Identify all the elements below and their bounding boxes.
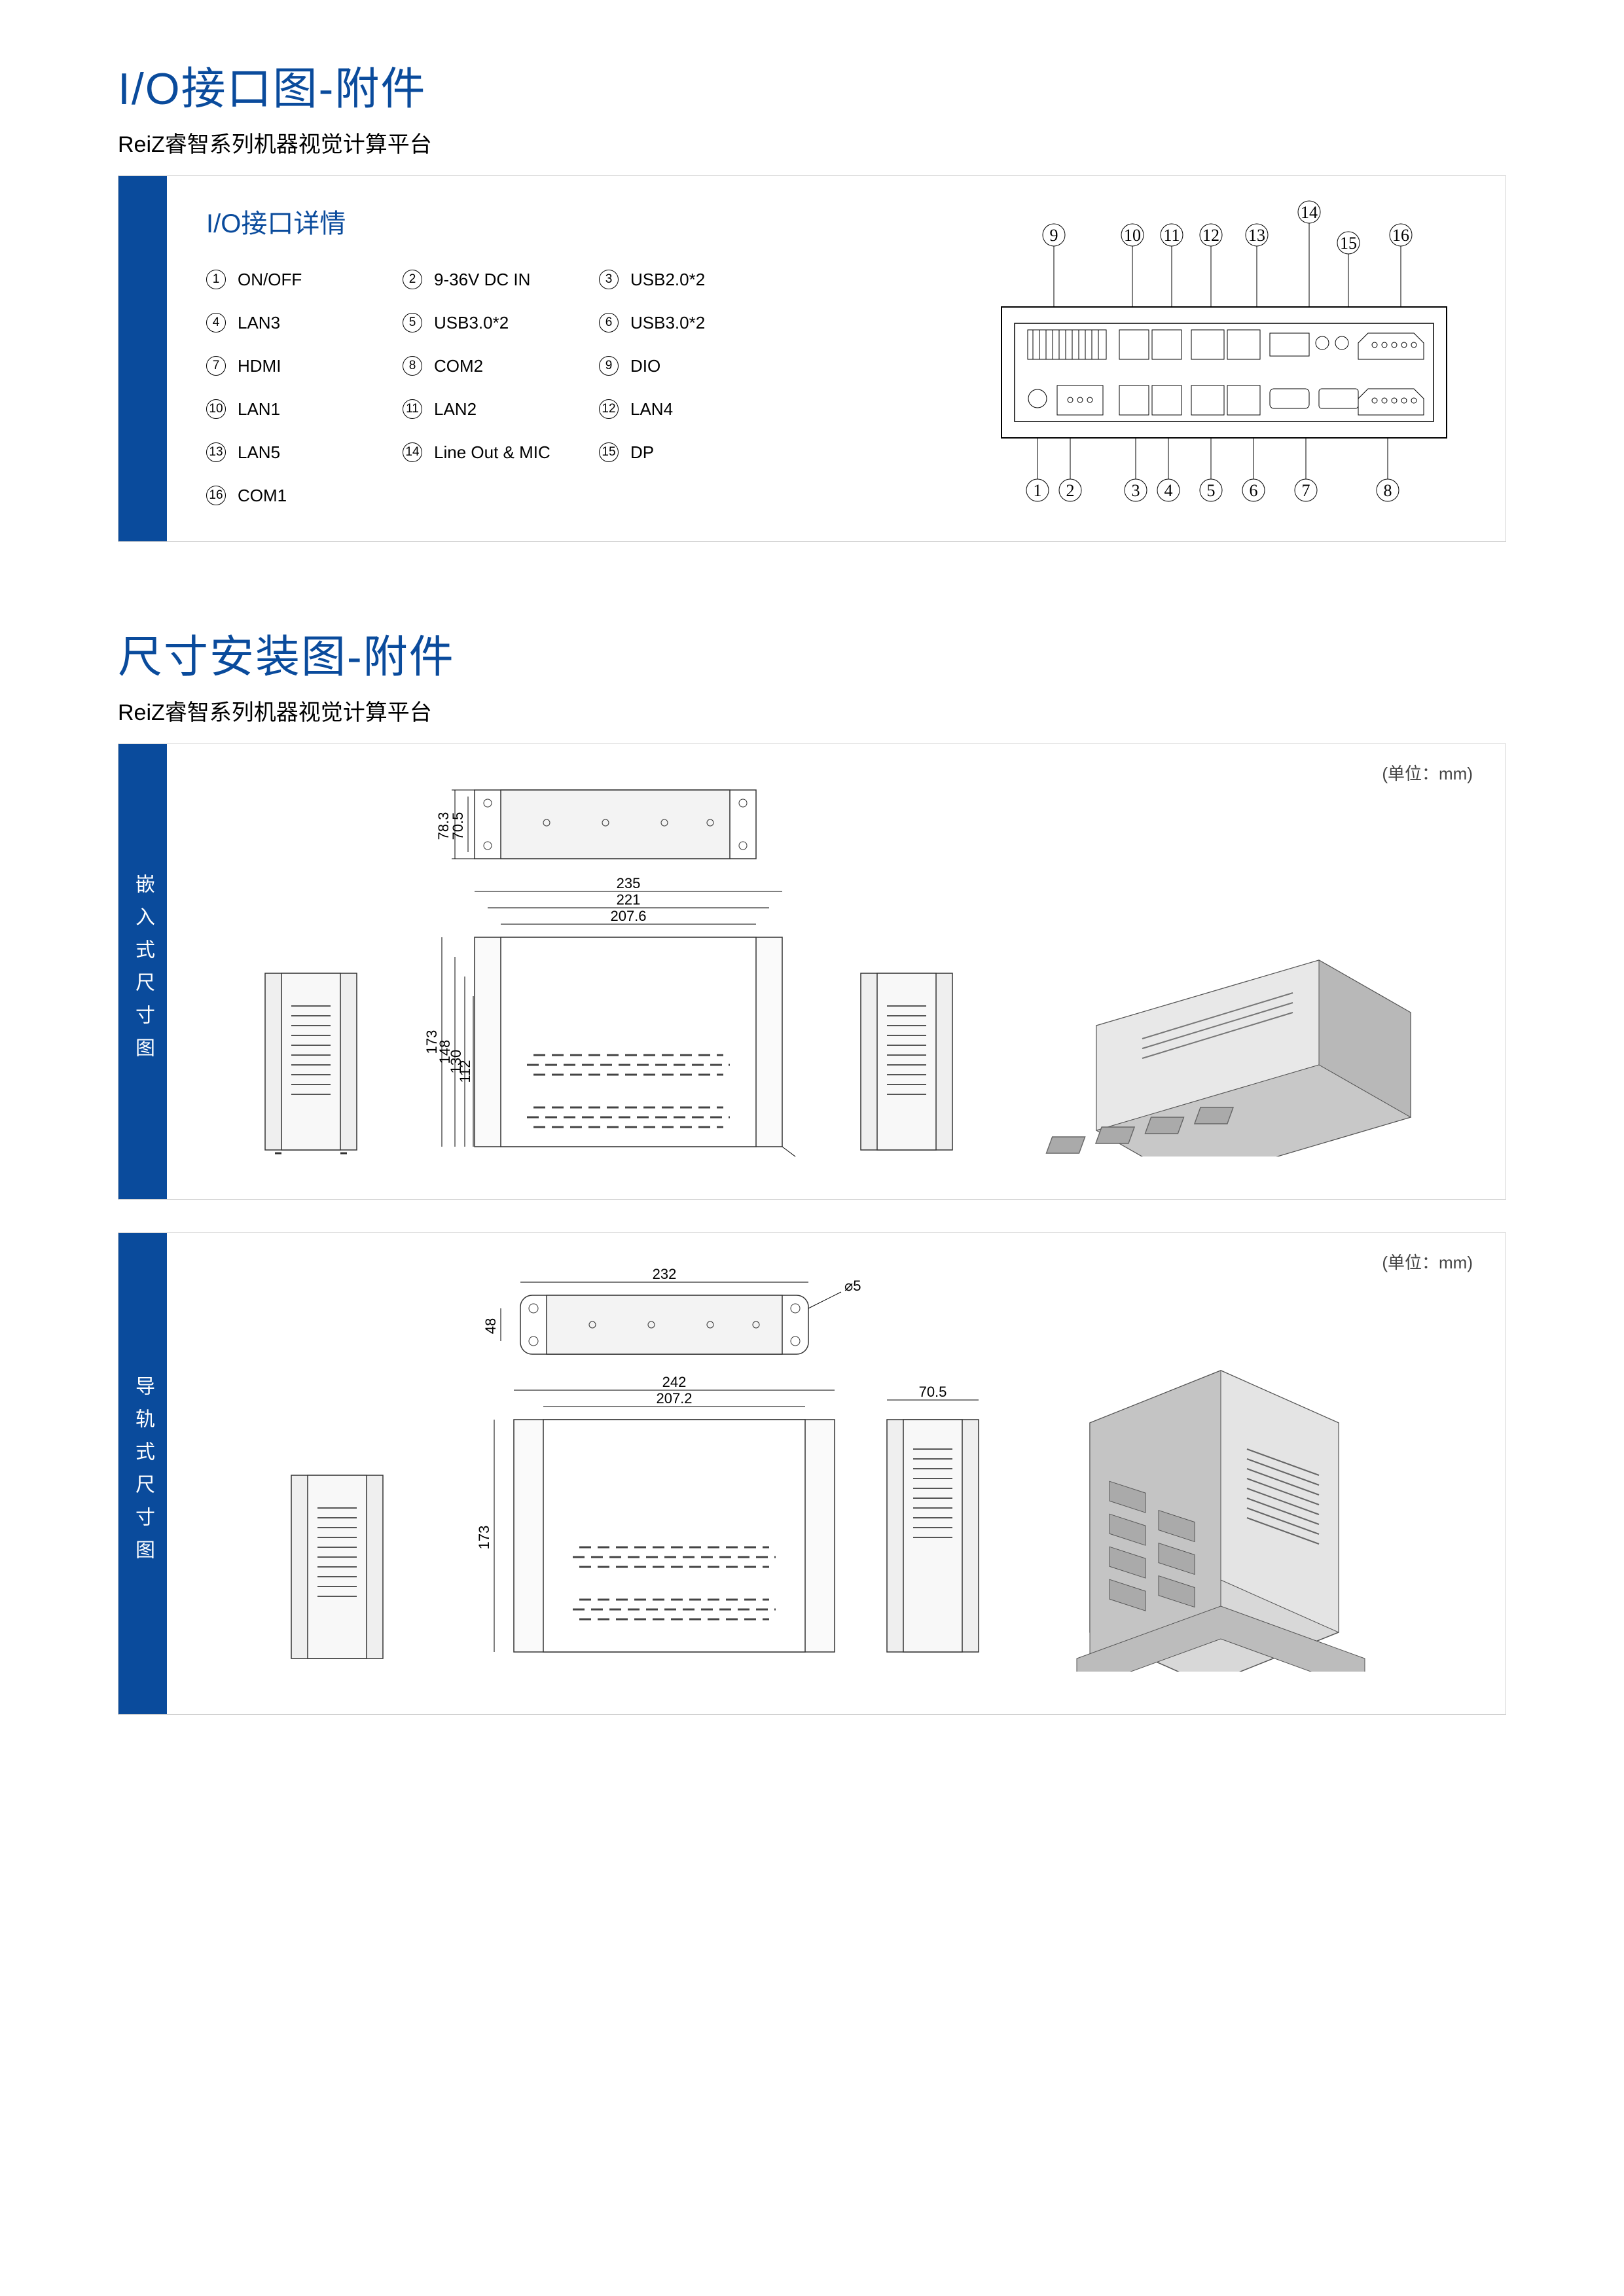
io-label: USB3.0*2 <box>434 313 509 333</box>
callout-num: 12 <box>1202 226 1219 245</box>
dim-panel-label: 导轨式尺寸图 <box>118 1233 167 1714</box>
dim-panel-content: (单位：mm) 78.3 70.5 <box>167 744 1506 1199</box>
dimension-section: 尺寸安装图-附件 ReiZ睿智系列机器视觉计算平台 嵌入式尺寸图 (单位：mm)… <box>118 620 1506 1715</box>
io-item: 12 LAN4 <box>599 389 769 429</box>
circled-number-icon: 4 <box>206 313 226 332</box>
dim-value: 232 <box>653 1266 677 1282</box>
callout-num: 7 <box>1302 481 1310 500</box>
circled-number-icon: 12 <box>599 399 619 419</box>
dim-value: 70.5 <box>450 812 466 840</box>
io-item: 3 USB2.0*2 <box>599 260 769 299</box>
io-label: LAN2 <box>434 399 477 420</box>
io-label: DP <box>630 442 654 463</box>
io-item: 5 USB3.0*2 <box>403 303 573 342</box>
callout-num: 16 <box>1392 226 1409 245</box>
circled-number-icon: 13 <box>206 442 226 462</box>
io-label: LAN3 <box>238 313 280 333</box>
circled-number-icon: 14 <box>403 442 422 462</box>
dim-value: 235 <box>617 875 641 891</box>
dim-value: ⌀5 <box>844 1278 861 1294</box>
io-label: COM2 <box>434 356 483 376</box>
circled-number-icon: 8 <box>403 356 422 376</box>
callout-num: 9 <box>1050 226 1058 245</box>
io-item: 1 ON/OFF <box>206 260 376 299</box>
io-section: I/O接口图-附件 ReiZ睿智系列机器视觉计算平台 I/O接口详情 1ON/O… <box>118 52 1506 542</box>
dim-value: 207.2 <box>656 1390 692 1407</box>
isometric-render-icon <box>1047 960 1411 1157</box>
io-label: LAN1 <box>238 399 280 420</box>
dim-panel-content: (单位：mm) 232 48 ⌀5 <box>167 1233 1506 1714</box>
io-label: DIO <box>630 356 660 376</box>
callout-num: 14 <box>1301 203 1318 222</box>
io-label: Line Out & MIC <box>434 442 550 463</box>
circled-number-icon: 2 <box>403 270 422 289</box>
io-item: 6 USB3.0*2 <box>599 303 769 342</box>
io-title: I/O接口图-附件 <box>118 52 1506 117</box>
dim-value: 207.6 <box>610 908 646 924</box>
callout-num: 4 <box>1164 481 1173 500</box>
dim-value: 221 <box>617 891 641 908</box>
dim-panel-label: 嵌入式尺寸图 <box>118 744 167 1199</box>
io-blue-bar <box>118 176 167 541</box>
io-item: 9 DIO <box>599 346 769 386</box>
callout-num: 10 <box>1124 226 1141 245</box>
io-label: USB2.0*2 <box>630 270 705 290</box>
io-item: 7 HDMI <box>206 346 376 386</box>
circled-number-icon: 9 <box>599 356 619 376</box>
callout-num: 6 <box>1250 481 1258 500</box>
dim-panel-rail: 导轨式尺寸图 (单位：mm) 232 48 ⌀5 <box>118 1232 1506 1715</box>
unit-label: (单位：mm) <box>1382 761 1473 785</box>
io-item: 10 LAN1 <box>206 389 376 429</box>
callout-num: 13 <box>1248 226 1265 245</box>
device-rear-diagram: 9 10 11 12 13 14 15 16 <box>982 196 1466 523</box>
io-item: 8 COM2 <box>403 346 573 386</box>
unit-label: (单位：mm) <box>1382 1249 1473 1274</box>
circled-number-icon: 15 <box>599 442 619 462</box>
dim-value: 242 <box>662 1374 687 1390</box>
dim-panel-embedded: 嵌入式尺寸图 (单位：mm) 78.3 70.5 <box>118 744 1506 1200</box>
isometric-render-icon <box>1077 1371 1365 1672</box>
io-label: ON/OFF <box>238 270 302 290</box>
circled-number-icon: 10 <box>206 399 226 419</box>
io-panel-content: I/O接口详情 1ON/OFF 29-36V DC IN 3USB2.0*2 4… <box>167 176 1506 541</box>
callout-num: 11 <box>1163 226 1180 245</box>
circled-number-icon: 5 <box>403 313 422 332</box>
circled-number-icon: 16 <box>206 486 226 505</box>
dim-value: 112 <box>457 1060 473 1083</box>
circled-number-icon: 7 <box>206 356 226 376</box>
callout-num: 2 <box>1066 481 1075 500</box>
rail-drawings: 232 48 ⌀5 <box>206 1266 1450 1672</box>
io-subtitle: ReiZ睿智系列机器视觉计算平台 <box>118 126 1506 158</box>
callout-num: 8 <box>1384 481 1392 500</box>
io-label: COM1 <box>238 486 287 506</box>
circled-number-icon: 11 <box>403 399 422 419</box>
io-label: LAN4 <box>630 399 673 420</box>
callout-num: 1 <box>1034 481 1042 500</box>
callout-num: 3 <box>1132 481 1140 500</box>
io-label: LAN5 <box>238 442 280 463</box>
io-item: 16 COM1 <box>206 476 376 515</box>
io-item: 15 DP <box>599 433 769 472</box>
circled-number-icon: 3 <box>599 270 619 289</box>
dim-value: 70.5 <box>919 1384 947 1400</box>
callout-num: 15 <box>1340 234 1357 253</box>
io-label: USB3.0*2 <box>630 313 705 333</box>
dim-title: 尺寸安装图-附件 <box>118 620 1506 685</box>
callout-top: 9 10 11 12 13 14 15 16 <box>1043 201 1412 323</box>
callout-num: 5 <box>1207 481 1216 500</box>
dim-value: 173 <box>476 1526 492 1550</box>
embedded-drawings: 78.3 70.5 235 221 <box>206 777 1450 1157</box>
dim-subtitle: ReiZ睿智系列机器视觉计算平台 <box>118 694 1506 726</box>
circled-number-icon: 6 <box>599 313 619 332</box>
io-item: 4 LAN3 <box>206 303 376 342</box>
io-item: 2 9-36V DC IN <box>403 260 573 299</box>
io-item: 11 LAN2 <box>403 389 573 429</box>
dim-value: 48 <box>482 1318 499 1334</box>
io-label: 9-36V DC IN <box>434 270 530 290</box>
circled-number-icon: 1 <box>206 270 226 289</box>
io-item: 13 LAN5 <box>206 433 376 472</box>
io-panel: I/O接口详情 1ON/OFF 29-36V DC IN 3USB2.0*2 4… <box>118 175 1506 542</box>
io-label: HDMI <box>238 356 281 376</box>
io-item: 14 Line Out & MIC <box>403 433 573 472</box>
